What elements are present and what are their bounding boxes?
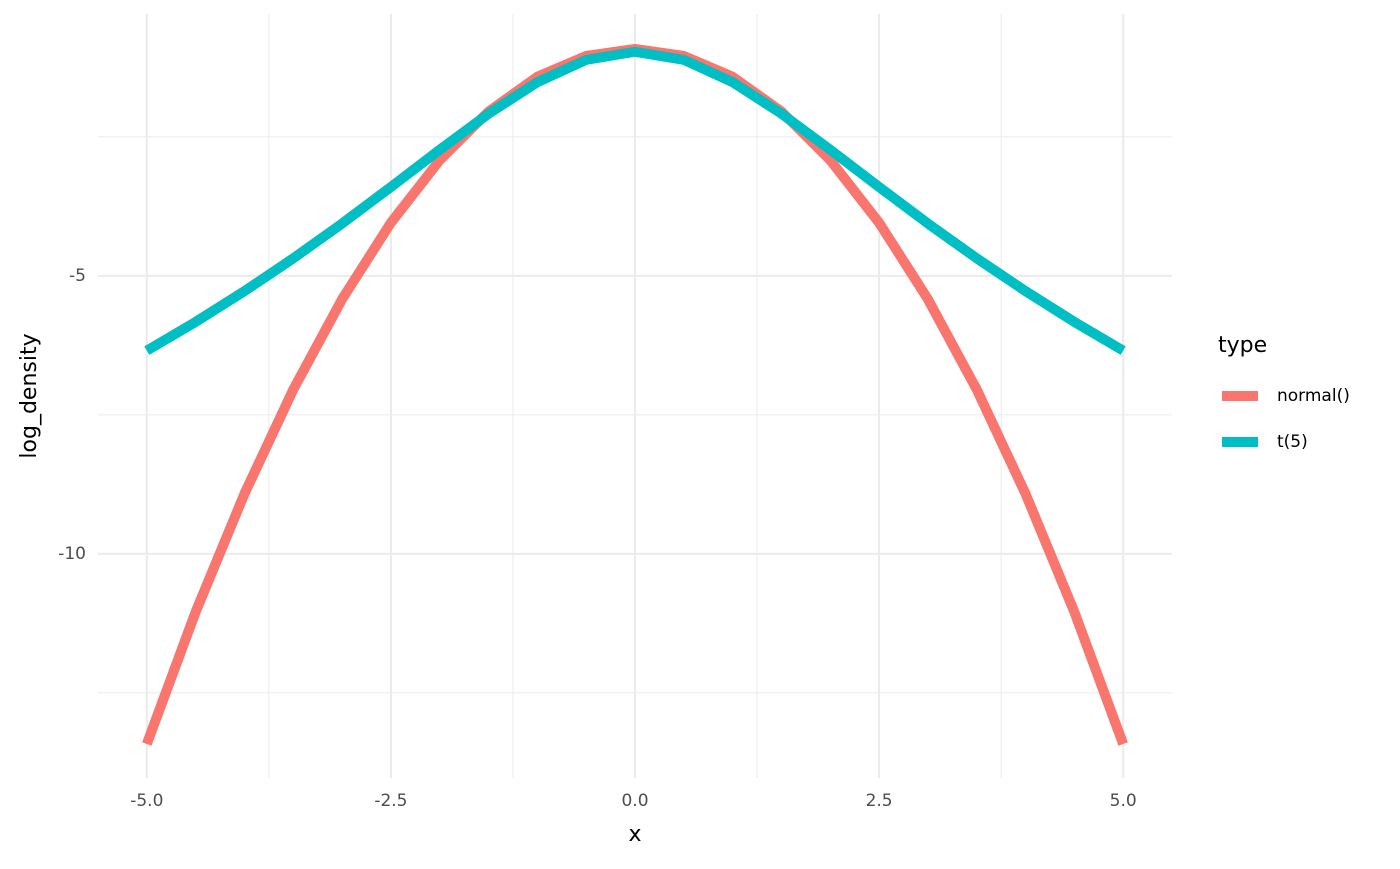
x-tick-label: -5.0 bbox=[130, 791, 163, 811]
y-tick-label: -10 bbox=[58, 544, 86, 564]
legend-title: type bbox=[1218, 333, 1267, 358]
x-tick-label: 5.0 bbox=[1110, 791, 1137, 811]
legend-label: t(5) bbox=[1277, 432, 1308, 452]
y-axis-title: log_density bbox=[17, 333, 42, 458]
legend-label: normal() bbox=[1277, 386, 1350, 406]
y-tick-label: -5 bbox=[69, 266, 86, 286]
x-axis-title: x bbox=[628, 822, 641, 847]
x-tick-label: 0.0 bbox=[621, 791, 648, 811]
x-tick-label: -2.5 bbox=[374, 791, 407, 811]
series-line bbox=[144, 46, 1126, 355]
x-tick-label: 2.5 bbox=[866, 791, 893, 811]
